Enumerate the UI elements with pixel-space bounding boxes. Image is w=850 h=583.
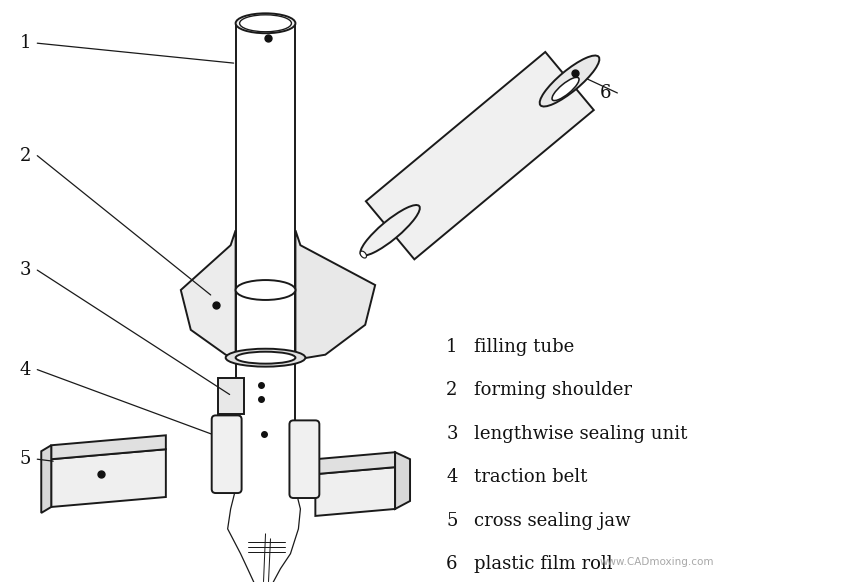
Ellipse shape	[360, 205, 420, 255]
Polygon shape	[296, 230, 375, 360]
Text: filling tube: filling tube	[474, 338, 575, 356]
Polygon shape	[315, 467, 395, 516]
Ellipse shape	[540, 55, 599, 107]
Text: traction belt: traction belt	[474, 468, 587, 486]
Text: forming shoulder: forming shoulder	[474, 381, 632, 399]
Ellipse shape	[360, 251, 366, 258]
FancyBboxPatch shape	[290, 420, 320, 498]
Polygon shape	[51, 436, 166, 459]
Ellipse shape	[240, 15, 292, 31]
Ellipse shape	[235, 13, 296, 33]
Polygon shape	[181, 230, 235, 360]
Polygon shape	[218, 378, 244, 415]
Text: 4: 4	[446, 468, 457, 486]
Text: 1: 1	[20, 34, 31, 52]
FancyBboxPatch shape	[212, 416, 241, 493]
Text: 2: 2	[20, 147, 31, 164]
Text: 1: 1	[446, 338, 457, 356]
Polygon shape	[51, 449, 166, 507]
Text: 5: 5	[446, 512, 457, 530]
Ellipse shape	[552, 78, 579, 101]
Text: 3: 3	[446, 424, 457, 442]
Polygon shape	[366, 52, 594, 259]
Text: 5: 5	[20, 450, 31, 468]
Text: lengthwise sealing unit: lengthwise sealing unit	[474, 424, 688, 442]
Ellipse shape	[235, 352, 296, 364]
Polygon shape	[42, 445, 51, 513]
Text: 4: 4	[20, 361, 31, 378]
Ellipse shape	[225, 349, 305, 367]
Ellipse shape	[235, 280, 296, 300]
Polygon shape	[315, 452, 395, 474]
Text: plastic film roll: plastic film roll	[474, 555, 613, 573]
Text: cross sealing jaw: cross sealing jaw	[474, 512, 631, 530]
Text: www.CADmoxing.com: www.CADmoxing.com	[599, 557, 714, 567]
Text: 6: 6	[446, 555, 457, 573]
Text: 2: 2	[446, 381, 457, 399]
Text: 3: 3	[20, 261, 31, 279]
Polygon shape	[395, 452, 410, 509]
Text: 6: 6	[599, 84, 611, 102]
